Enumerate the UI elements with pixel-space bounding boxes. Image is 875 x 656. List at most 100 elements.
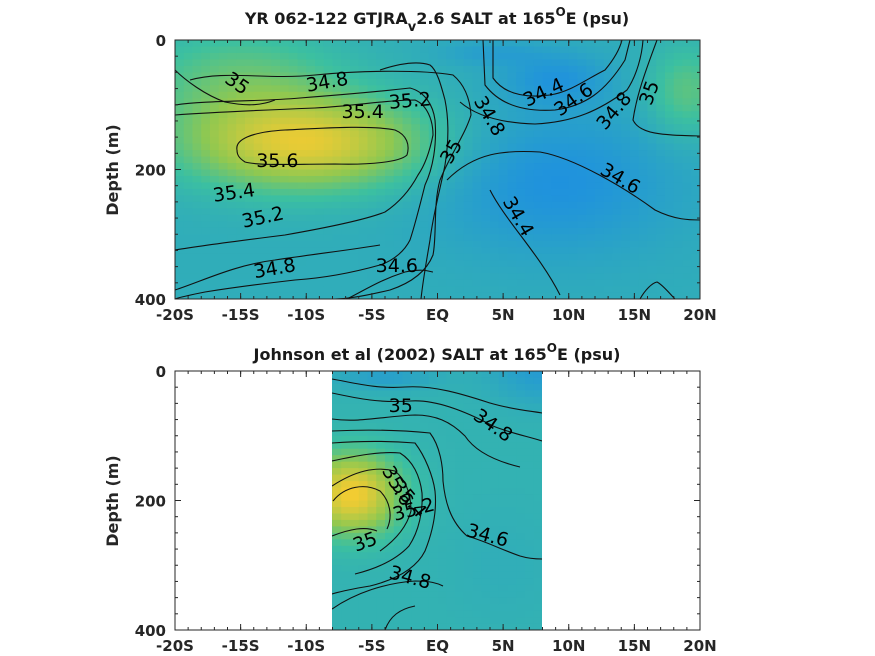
field-cell (323, 98, 334, 106)
field-cell (507, 455, 517, 463)
field-cell (595, 188, 605, 196)
field-cell (472, 273, 482, 281)
field-cell (498, 91, 509, 99)
field-cell (533, 390, 542, 398)
field-cell (621, 188, 631, 196)
field-cell (393, 72, 404, 80)
field-cell (411, 247, 421, 255)
field-cell (341, 526, 351, 534)
field-cell (236, 169, 246, 177)
field-cell (218, 78, 229, 86)
field-cell (533, 623, 542, 630)
field-cell (332, 506, 342, 515)
field-cell (280, 195, 290, 203)
field-cell (481, 240, 491, 248)
field-cell (385, 390, 395, 398)
field-cell (568, 40, 579, 48)
field-cell (682, 214, 692, 222)
field-cell (525, 571, 535, 579)
field-cell (350, 85, 360, 93)
field-cell (630, 260, 640, 268)
field-cell (463, 591, 474, 599)
field-cell (428, 584, 439, 592)
field-cell (673, 182, 684, 190)
field-cell (533, 506, 542, 515)
field-cell (341, 117, 351, 125)
field-cell (411, 565, 421, 573)
field-cell (315, 98, 325, 106)
field-cell (358, 610, 369, 618)
field-cell (516, 188, 526, 196)
field-cell (446, 500, 456, 508)
field-cell (201, 247, 211, 255)
field-cell (393, 377, 404, 385)
field-cell (595, 240, 605, 248)
field-cell (210, 234, 220, 242)
field-cell (516, 468, 526, 476)
field-cell (183, 266, 194, 274)
field-cell (525, 371, 535, 379)
field-cell (603, 98, 614, 106)
field-cell (647, 143, 657, 151)
field-cell (691, 286, 700, 294)
y-tick-label: 400 (135, 622, 166, 640)
field-cell (367, 260, 377, 268)
field-cell (446, 468, 456, 476)
field-cell (192, 40, 202, 48)
field-cell (218, 253, 229, 261)
field-cell (315, 137, 325, 145)
field-cell (428, 371, 439, 379)
field-cell (621, 214, 631, 222)
field-cell (332, 240, 342, 248)
field-cell (358, 519, 369, 527)
field-cell (498, 617, 509, 625)
field-cell (280, 143, 290, 151)
field-cell (691, 169, 700, 177)
field-cell (647, 188, 657, 196)
field-cell (577, 52, 587, 61)
field-cell (560, 227, 570, 235)
field-cell (271, 111, 281, 119)
field-cell (210, 221, 220, 229)
field-cell (437, 111, 447, 119)
field-cell (402, 383, 412, 392)
field-cell (463, 571, 474, 579)
field-cell (245, 98, 255, 106)
field-cell (691, 52, 700, 61)
field-cell (612, 266, 622, 274)
field-cell (245, 273, 255, 281)
field-cell (201, 124, 211, 132)
field-cell (463, 253, 474, 261)
field-cell (367, 59, 377, 67)
field-cell (323, 188, 334, 196)
field-cell (472, 409, 482, 417)
salinity-field (332, 371, 542, 630)
field-cell (420, 558, 430, 566)
field-cell (586, 201, 596, 209)
field-cell (656, 201, 666, 209)
field-cell (393, 273, 404, 281)
field-cell (481, 221, 491, 229)
field-cell (420, 597, 430, 605)
field-cell (455, 253, 465, 261)
field-cell (463, 500, 474, 508)
field-cell (507, 137, 517, 145)
field-cell (437, 571, 447, 579)
field-cell (463, 247, 474, 255)
field-cell (367, 150, 377, 158)
field-cell (586, 227, 596, 235)
field-cell (542, 156, 552, 164)
field-cell (428, 292, 439, 299)
field-cell (472, 65, 482, 73)
field-cell (350, 227, 360, 235)
field-cell (533, 175, 544, 184)
field-cell (271, 266, 281, 274)
field-cell (498, 429, 509, 437)
field-cell (516, 175, 526, 184)
field-cell (393, 506, 404, 515)
field-cell (341, 279, 351, 287)
field-cell (525, 130, 535, 138)
field-cell (533, 396, 542, 404)
field-cell (428, 429, 439, 437)
field-cell (621, 65, 631, 73)
